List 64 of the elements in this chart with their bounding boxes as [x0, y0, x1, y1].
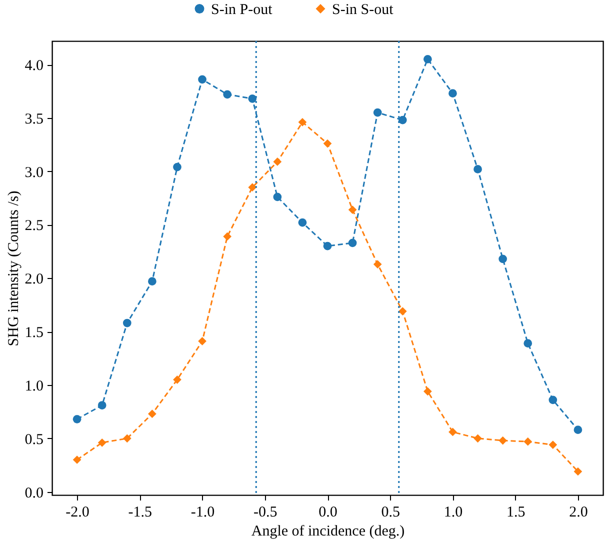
point [148, 277, 156, 286]
point [148, 410, 156, 418]
point [373, 108, 382, 117]
point [198, 336, 206, 346]
point [348, 206, 357, 214]
point [574, 467, 582, 476]
point [448, 428, 457, 436]
point [223, 90, 232, 99]
x-tick-label: -2.0 [66, 504, 90, 520]
x-tick-label: -1.5 [128, 504, 152, 520]
y-tick-label: 0.0 [24, 485, 44, 502]
point [122, 434, 132, 443]
legend-label: S-in P-out [211, 2, 274, 18]
point [474, 434, 482, 443]
point [424, 387, 432, 396]
point [72, 456, 82, 464]
point [323, 242, 332, 250]
point [548, 396, 558, 404]
x-tick-label: -0.5 [254, 504, 278, 520]
point [574, 426, 582, 434]
x-axis-title: Angle of incidence (deg.) [251, 524, 405, 540]
point [298, 118, 307, 126]
point [323, 139, 332, 148]
x-tick-label: 0.0 [318, 504, 338, 520]
x-tick-label: 1.0 [444, 504, 463, 520]
point [173, 375, 182, 384]
point [298, 218, 307, 227]
point [122, 318, 132, 328]
point [273, 158, 282, 166]
point [524, 339, 532, 348]
point [524, 437, 532, 446]
y-tick-label: 3.5 [24, 111, 44, 128]
x-tick-label: 2.0 [569, 504, 588, 520]
legend-label: S-in S-out [332, 2, 394, 18]
y-tick-label: 1.5 [24, 325, 44, 342]
y-tick-label: 4.0 [24, 58, 44, 74]
x-tick-label: -1.0 [190, 504, 215, 520]
point [173, 162, 182, 172]
point [248, 94, 257, 103]
point [98, 438, 106, 447]
y-tick-label: 0.5 [24, 432, 44, 448]
x-tick-label: 0.5 [381, 504, 400, 520]
point [273, 192, 282, 202]
y-tick-label: 2.5 [24, 218, 44, 234]
point [424, 54, 432, 64]
point [448, 89, 457, 98]
y-tick-label: 3.0 [24, 164, 44, 181]
point [498, 436, 507, 445]
point [548, 440, 558, 449]
point [373, 260, 382, 268]
point [223, 232, 232, 241]
point [498, 254, 507, 264]
y-axis-title: SHG intensity (Counts /s) [6, 190, 22, 346]
point [198, 75, 206, 84]
point [98, 401, 106, 410]
point [348, 238, 357, 248]
point [398, 116, 407, 124]
point [474, 165, 482, 174]
point [72, 414, 82, 424]
y-tick-label: 2.0 [24, 272, 44, 288]
point [248, 183, 257, 192]
x-tick-label: 1.5 [506, 504, 526, 520]
y-tick-label: 1.0 [24, 378, 44, 394]
point [398, 307, 407, 316]
